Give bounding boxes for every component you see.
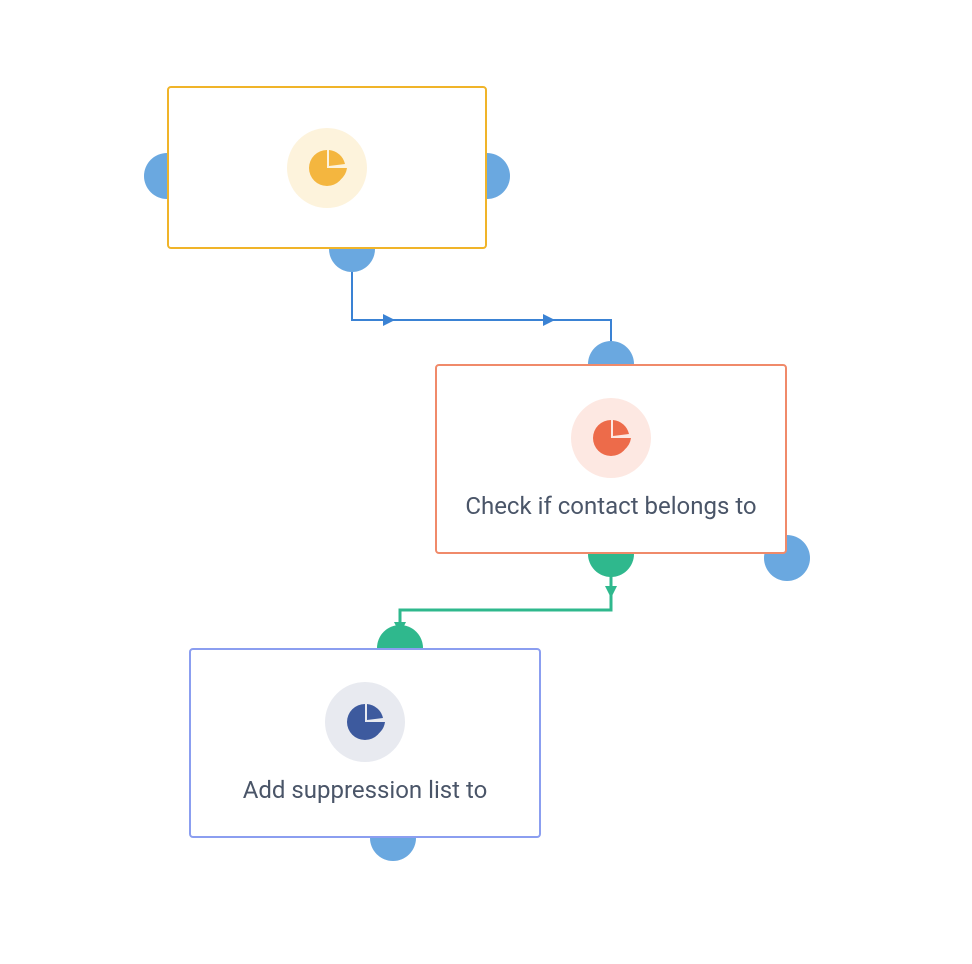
edge-ab (352, 265, 611, 362)
flow-node-a[interactable] (167, 86, 487, 249)
flow-node-c-label: Add suppression list to (237, 776, 494, 805)
edge-ab-arrow-1 (383, 314, 395, 326)
edge-ab-arrow-2 (543, 314, 555, 326)
pie-icon (571, 398, 651, 478)
edge-bc (400, 570, 611, 647)
pie-icon (325, 682, 405, 762)
edge-bc-arrow-1 (605, 586, 617, 598)
flow-node-b-label: Check if contact belongs to (459, 492, 762, 521)
pie-icon (287, 128, 367, 208)
flow-node-b[interactable]: Check if contact belongs to (435, 364, 787, 554)
flow-canvas[interactable]: Check if contact belongs to Add suppress… (0, 0, 972, 964)
flow-node-c[interactable]: Add suppression list to (189, 648, 541, 838)
